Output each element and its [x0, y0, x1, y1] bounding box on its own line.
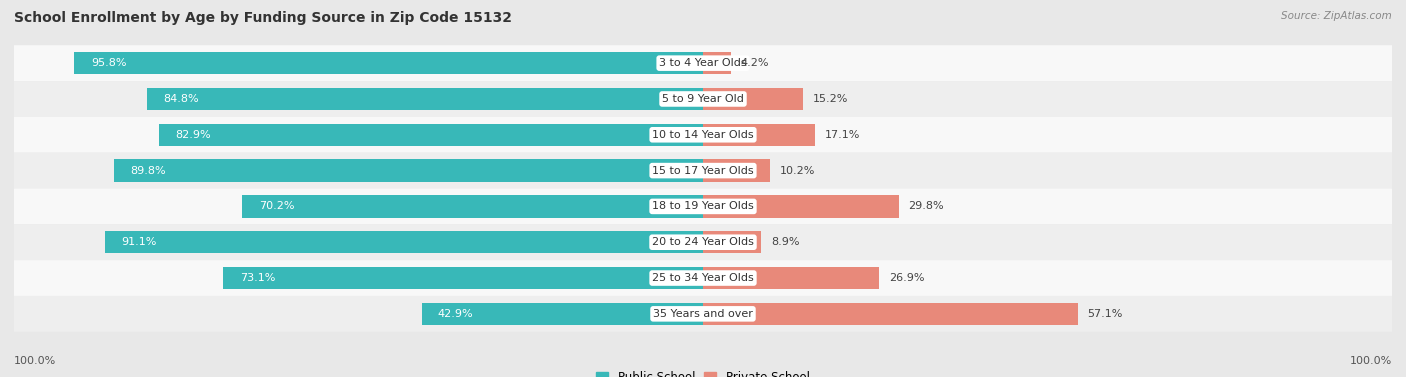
Text: 100.0%: 100.0%	[14, 356, 56, 366]
Bar	[703, 195, 898, 218]
Text: 20 to 24 Year Olds: 20 to 24 Year Olds	[652, 237, 754, 247]
Text: 84.8%: 84.8%	[163, 94, 198, 104]
FancyBboxPatch shape	[14, 188, 1392, 224]
Bar	[105, 231, 703, 253]
Bar	[703, 159, 770, 182]
Text: 15.2%: 15.2%	[813, 94, 848, 104]
Bar	[703, 267, 880, 289]
Text: 8.9%: 8.9%	[772, 237, 800, 247]
Text: 25 to 34 Year Olds: 25 to 34 Year Olds	[652, 273, 754, 283]
Text: 17.1%: 17.1%	[825, 130, 860, 140]
Bar	[703, 88, 803, 110]
FancyBboxPatch shape	[14, 153, 1392, 188]
Bar	[422, 303, 703, 325]
Text: 95.8%: 95.8%	[91, 58, 127, 68]
Text: 89.8%: 89.8%	[131, 166, 166, 176]
Text: 15 to 17 Year Olds: 15 to 17 Year Olds	[652, 166, 754, 176]
Text: 57.1%: 57.1%	[1087, 309, 1123, 319]
Text: 4.2%: 4.2%	[741, 58, 769, 68]
Bar	[703, 303, 1077, 325]
Text: 100.0%: 100.0%	[1350, 356, 1392, 366]
Bar	[159, 124, 703, 146]
Text: 10.2%: 10.2%	[780, 166, 815, 176]
Text: School Enrollment by Age by Funding Source in Zip Code 15132: School Enrollment by Age by Funding Sour…	[14, 11, 512, 25]
Text: 5 to 9 Year Old: 5 to 9 Year Old	[662, 94, 744, 104]
Text: 26.9%: 26.9%	[890, 273, 925, 283]
Bar	[703, 231, 762, 253]
Text: 29.8%: 29.8%	[908, 201, 943, 211]
Bar	[703, 124, 815, 146]
FancyBboxPatch shape	[14, 117, 1392, 153]
FancyBboxPatch shape	[14, 296, 1392, 332]
Bar	[75, 52, 703, 74]
Legend: Public School, Private School: Public School, Private School	[592, 366, 814, 377]
FancyBboxPatch shape	[14, 81, 1392, 117]
Bar	[146, 88, 703, 110]
Text: 91.1%: 91.1%	[122, 237, 157, 247]
Bar	[114, 159, 703, 182]
FancyBboxPatch shape	[14, 224, 1392, 260]
Bar	[703, 52, 731, 74]
FancyBboxPatch shape	[14, 260, 1392, 296]
Text: 70.2%: 70.2%	[259, 201, 294, 211]
Text: Source: ZipAtlas.com: Source: ZipAtlas.com	[1281, 11, 1392, 21]
Text: 10 to 14 Year Olds: 10 to 14 Year Olds	[652, 130, 754, 140]
Text: 18 to 19 Year Olds: 18 to 19 Year Olds	[652, 201, 754, 211]
Text: 3 to 4 Year Olds: 3 to 4 Year Olds	[659, 58, 747, 68]
Bar	[242, 195, 703, 218]
Text: 42.9%: 42.9%	[437, 309, 474, 319]
Text: 82.9%: 82.9%	[176, 130, 211, 140]
Text: 35 Years and over: 35 Years and over	[652, 309, 754, 319]
FancyBboxPatch shape	[14, 45, 1392, 81]
Text: 73.1%: 73.1%	[240, 273, 276, 283]
Bar	[224, 267, 703, 289]
